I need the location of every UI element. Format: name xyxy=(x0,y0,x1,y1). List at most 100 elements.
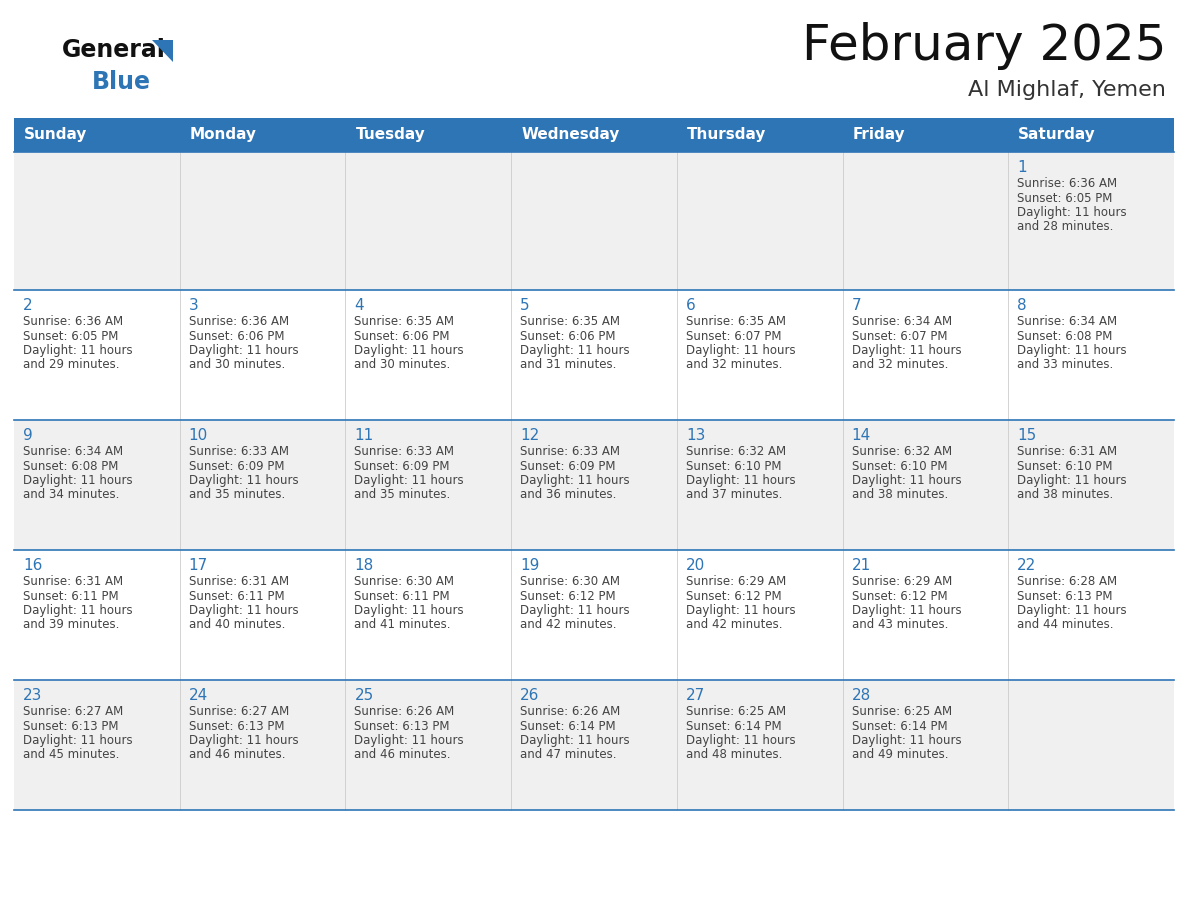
Text: 7: 7 xyxy=(852,298,861,313)
Text: Sunrise: 6:29 AM: Sunrise: 6:29 AM xyxy=(685,575,786,588)
Text: and 42 minutes.: and 42 minutes. xyxy=(520,619,617,632)
Text: 5: 5 xyxy=(520,298,530,313)
Text: Sunset: 6:12 PM: Sunset: 6:12 PM xyxy=(852,589,947,602)
Text: Sunset: 6:13 PM: Sunset: 6:13 PM xyxy=(1017,589,1113,602)
Text: and 42 minutes.: and 42 minutes. xyxy=(685,619,783,632)
Text: 13: 13 xyxy=(685,428,706,443)
Text: 2: 2 xyxy=(23,298,32,313)
Text: Sunset: 6:14 PM: Sunset: 6:14 PM xyxy=(520,720,615,733)
Text: Sunset: 6:13 PM: Sunset: 6:13 PM xyxy=(354,720,450,733)
Text: and 45 minutes.: and 45 minutes. xyxy=(23,748,119,762)
Text: Sunset: 6:12 PM: Sunset: 6:12 PM xyxy=(520,589,615,602)
Text: Daylight: 11 hours: Daylight: 11 hours xyxy=(520,344,630,357)
Text: and 46 minutes.: and 46 minutes. xyxy=(189,748,285,762)
Text: Sunset: 6:09 PM: Sunset: 6:09 PM xyxy=(189,460,284,473)
Text: 9: 9 xyxy=(23,428,33,443)
FancyBboxPatch shape xyxy=(14,152,1174,290)
Text: Daylight: 11 hours: Daylight: 11 hours xyxy=(1017,206,1127,219)
Text: and 37 minutes.: and 37 minutes. xyxy=(685,488,782,501)
Text: 20: 20 xyxy=(685,558,706,573)
Text: Sunset: 6:14 PM: Sunset: 6:14 PM xyxy=(852,720,947,733)
Text: and 28 minutes.: and 28 minutes. xyxy=(1017,220,1113,233)
Text: Sunrise: 6:33 AM: Sunrise: 6:33 AM xyxy=(354,445,455,458)
Text: 22: 22 xyxy=(1017,558,1037,573)
Text: 23: 23 xyxy=(23,688,43,703)
Text: Daylight: 11 hours: Daylight: 11 hours xyxy=(520,734,630,747)
Text: Monday: Monday xyxy=(190,128,257,142)
Text: 15: 15 xyxy=(1017,428,1037,443)
Text: Sunset: 6:11 PM: Sunset: 6:11 PM xyxy=(189,589,284,602)
Text: Sunset: 6:05 PM: Sunset: 6:05 PM xyxy=(1017,192,1113,205)
Text: Sunset: 6:06 PM: Sunset: 6:06 PM xyxy=(189,330,284,342)
Text: Al Mighlaf, Yemen: Al Mighlaf, Yemen xyxy=(968,80,1165,100)
Text: Sunset: 6:10 PM: Sunset: 6:10 PM xyxy=(852,460,947,473)
Text: and 30 minutes.: and 30 minutes. xyxy=(189,359,285,372)
FancyBboxPatch shape xyxy=(14,420,1174,550)
Text: Friday: Friday xyxy=(853,128,905,142)
Text: and 32 minutes.: and 32 minutes. xyxy=(685,359,782,372)
Text: Daylight: 11 hours: Daylight: 11 hours xyxy=(685,604,796,617)
Text: Sunset: 6:12 PM: Sunset: 6:12 PM xyxy=(685,589,782,602)
Text: 12: 12 xyxy=(520,428,539,443)
Text: Daylight: 11 hours: Daylight: 11 hours xyxy=(23,734,133,747)
Text: Daylight: 11 hours: Daylight: 11 hours xyxy=(23,474,133,487)
Text: Daylight: 11 hours: Daylight: 11 hours xyxy=(852,734,961,747)
Text: and 32 minutes.: and 32 minutes. xyxy=(852,359,948,372)
Text: Tuesday: Tuesday xyxy=(355,128,425,142)
Text: General: General xyxy=(62,38,166,62)
Text: and 31 minutes.: and 31 minutes. xyxy=(520,359,617,372)
FancyBboxPatch shape xyxy=(14,680,1174,810)
Text: and 35 minutes.: and 35 minutes. xyxy=(354,488,450,501)
Text: Thursday: Thursday xyxy=(687,128,766,142)
Text: 27: 27 xyxy=(685,688,706,703)
Text: Sunset: 6:13 PM: Sunset: 6:13 PM xyxy=(23,720,119,733)
Text: Sunset: 6:10 PM: Sunset: 6:10 PM xyxy=(685,460,782,473)
Text: Sunrise: 6:36 AM: Sunrise: 6:36 AM xyxy=(23,315,124,328)
Text: 3: 3 xyxy=(189,298,198,313)
Text: and 39 minutes.: and 39 minutes. xyxy=(23,619,119,632)
Text: Daylight: 11 hours: Daylight: 11 hours xyxy=(354,474,465,487)
Text: Daylight: 11 hours: Daylight: 11 hours xyxy=(189,734,298,747)
Text: Daylight: 11 hours: Daylight: 11 hours xyxy=(852,604,961,617)
Text: 4: 4 xyxy=(354,298,364,313)
Text: Sunrise: 6:35 AM: Sunrise: 6:35 AM xyxy=(520,315,620,328)
Text: Daylight: 11 hours: Daylight: 11 hours xyxy=(520,604,630,617)
Text: Daylight: 11 hours: Daylight: 11 hours xyxy=(354,734,465,747)
Text: Sunrise: 6:32 AM: Sunrise: 6:32 AM xyxy=(852,445,952,458)
Text: Sunrise: 6:26 AM: Sunrise: 6:26 AM xyxy=(520,705,620,718)
Text: 16: 16 xyxy=(23,558,43,573)
Text: Sunset: 6:08 PM: Sunset: 6:08 PM xyxy=(23,460,119,473)
Text: Sunrise: 6:25 AM: Sunrise: 6:25 AM xyxy=(852,705,952,718)
Text: and 43 minutes.: and 43 minutes. xyxy=(852,619,948,632)
Text: Sunrise: 6:33 AM: Sunrise: 6:33 AM xyxy=(189,445,289,458)
Text: Sunset: 6:06 PM: Sunset: 6:06 PM xyxy=(354,330,450,342)
Text: 18: 18 xyxy=(354,558,374,573)
Text: Daylight: 11 hours: Daylight: 11 hours xyxy=(1017,344,1127,357)
Text: 28: 28 xyxy=(852,688,871,703)
Text: and 48 minutes.: and 48 minutes. xyxy=(685,748,782,762)
Text: Blue: Blue xyxy=(91,70,151,94)
Text: and 41 minutes.: and 41 minutes. xyxy=(354,619,451,632)
Text: Sunrise: 6:36 AM: Sunrise: 6:36 AM xyxy=(189,315,289,328)
FancyBboxPatch shape xyxy=(14,118,1174,152)
Text: Daylight: 11 hours: Daylight: 11 hours xyxy=(354,604,465,617)
Text: Sunrise: 6:34 AM: Sunrise: 6:34 AM xyxy=(23,445,124,458)
Text: and 49 minutes.: and 49 minutes. xyxy=(852,748,948,762)
Text: Daylight: 11 hours: Daylight: 11 hours xyxy=(354,344,465,357)
Text: Daylight: 11 hours: Daylight: 11 hours xyxy=(685,344,796,357)
Text: Sunrise: 6:31 AM: Sunrise: 6:31 AM xyxy=(189,575,289,588)
Text: Daylight: 11 hours: Daylight: 11 hours xyxy=(1017,604,1127,617)
Text: Sunrise: 6:26 AM: Sunrise: 6:26 AM xyxy=(354,705,455,718)
Text: Sunrise: 6:29 AM: Sunrise: 6:29 AM xyxy=(852,575,952,588)
Text: Daylight: 11 hours: Daylight: 11 hours xyxy=(1017,474,1127,487)
Text: Sunset: 6:07 PM: Sunset: 6:07 PM xyxy=(685,330,782,342)
Text: 11: 11 xyxy=(354,428,374,443)
Text: Sunset: 6:11 PM: Sunset: 6:11 PM xyxy=(23,589,119,602)
Text: Sunrise: 6:32 AM: Sunrise: 6:32 AM xyxy=(685,445,786,458)
Text: and 35 minutes.: and 35 minutes. xyxy=(189,488,285,501)
Text: Daylight: 11 hours: Daylight: 11 hours xyxy=(23,344,133,357)
Text: 17: 17 xyxy=(189,558,208,573)
Text: Sunrise: 6:31 AM: Sunrise: 6:31 AM xyxy=(23,575,124,588)
Text: Sunset: 6:07 PM: Sunset: 6:07 PM xyxy=(852,330,947,342)
Text: Sunset: 6:10 PM: Sunset: 6:10 PM xyxy=(1017,460,1113,473)
